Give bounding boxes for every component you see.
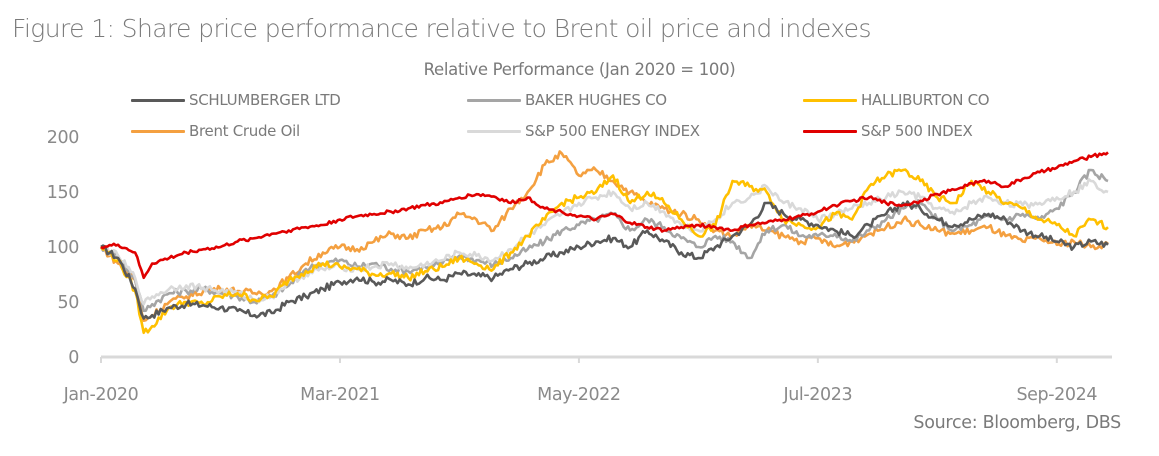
legend-item-baker-hughes: BAKER HUGHES CO xyxy=(467,91,667,109)
x-tick-label: Mar-2021 xyxy=(300,385,380,405)
legend-item-sp500-energy: S&P 500 ENERGY INDEX xyxy=(467,122,700,140)
x-tick-label: Jan-2020 xyxy=(63,385,139,405)
y-tick-label: 200 xyxy=(47,128,79,148)
y-tick-label: 50 xyxy=(58,293,79,313)
y-tick-label: 150 xyxy=(47,183,79,203)
series-line-schlumberger-ltd xyxy=(100,200,1109,320)
series-line-s-p-500-index xyxy=(100,151,1109,280)
legend-swatch-brent xyxy=(131,129,185,133)
series-line-brent-crude-oil xyxy=(100,150,1109,323)
legend-label: Brent Crude Oil xyxy=(189,122,300,140)
legend-item-schlumberger: SCHLUMBERGER LTD xyxy=(131,91,341,109)
x-tick-label: May-2022 xyxy=(537,385,621,405)
legend-label: HALLIBURTON CO xyxy=(861,91,990,109)
y-tick-label: 100 xyxy=(47,238,79,258)
legend-label: BAKER HUGHES CO xyxy=(525,91,667,109)
x-tick-label: Jul-2023 xyxy=(782,385,852,405)
legend-item-brent: Brent Crude Oil xyxy=(131,122,300,140)
legend-swatch-halliburton xyxy=(803,98,857,102)
legend-swatch-sp500 xyxy=(803,129,857,133)
y-tick-label: 0 xyxy=(68,348,79,368)
legend-label: SCHLUMBERGER LTD xyxy=(189,91,341,109)
legend-item-sp500: S&P 500 INDEX xyxy=(803,122,973,140)
chart-title: Relative Performance (Jan 2020 = 100) xyxy=(423,60,736,79)
legend-label: S&P 500 ENERGY INDEX xyxy=(525,122,700,140)
legend-item-halliburton: HALLIBURTON CO xyxy=(803,91,990,109)
source-note: Source: Bloomberg, DBS xyxy=(913,413,1121,433)
figure-title: Figure 1: Share price performance relati… xyxy=(12,14,871,43)
series-line-halliburton-co xyxy=(99,168,1109,335)
x-tick-label: Sep-2024 xyxy=(1016,385,1097,405)
legend-label: S&P 500 INDEX xyxy=(861,122,973,140)
legend-swatch-sp500-energy xyxy=(467,129,521,133)
legend-swatch-schlumberger xyxy=(131,98,185,102)
legend-swatch-baker-hughes xyxy=(467,98,521,102)
